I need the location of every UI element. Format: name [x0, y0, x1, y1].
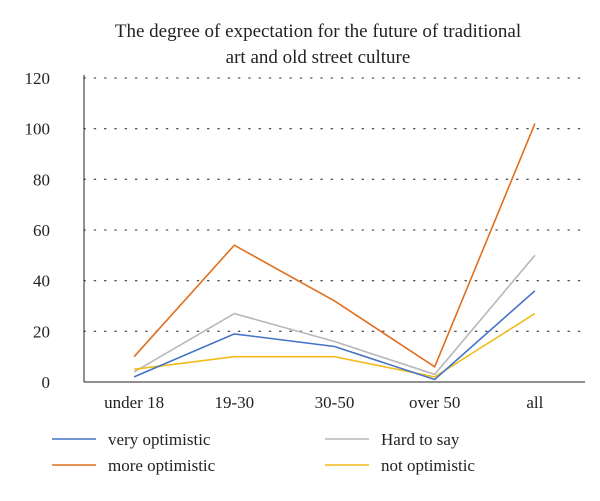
series-line-hard-to-say	[133, 254, 536, 376]
x-tick-label: over 50	[409, 393, 460, 412]
legend-label: not optimistic	[381, 456, 475, 475]
chart-title-line-2: art and old street culture	[226, 47, 411, 68]
legend-label: more optimistic	[108, 456, 216, 475]
legend: very optimistic more optimistic Hard to sa…	[52, 430, 475, 475]
x-tick-label: 30-50	[315, 393, 355, 412]
y-tick-label: 120	[25, 69, 51, 88]
y-tick-label: 20	[33, 322, 50, 341]
gridlines	[83, 77, 586, 332]
axes	[83, 75, 585, 383]
x-axis-ticks: under 18 19-30 30-50 over 50 all	[104, 393, 544, 412]
legend-item: Hard to say	[325, 430, 460, 449]
y-tick-label: 40	[33, 272, 50, 291]
series-lines	[133, 123, 536, 381]
legend-label: very optimistic	[108, 430, 211, 449]
chart-title-line-1: The degree of expectation for the future…	[115, 21, 521, 42]
y-axis-ticks: 0 20 40 60 80 100 120	[25, 69, 51, 392]
legend-item: not optimistic	[325, 456, 475, 475]
y-tick-label: 60	[33, 221, 50, 240]
x-tick-label: under 18	[104, 393, 164, 412]
y-tick-label: 100	[25, 120, 51, 139]
legend-label: Hard to say	[381, 430, 460, 449]
series-line-not-optimistic	[134, 312, 536, 378]
chart-title: The degree of expectation for the future…	[115, 21, 521, 68]
x-tick-label: all	[526, 393, 543, 412]
y-tick-label: 0	[42, 373, 51, 392]
legend-item: more optimistic	[52, 456, 216, 475]
y-tick-label: 80	[33, 170, 50, 189]
legend-item: very optimistic	[52, 430, 211, 449]
x-tick-label: 19-30	[214, 393, 254, 412]
series-line-very-optimistic	[133, 290, 536, 381]
series-line-more-optimistic	[133, 123, 536, 369]
